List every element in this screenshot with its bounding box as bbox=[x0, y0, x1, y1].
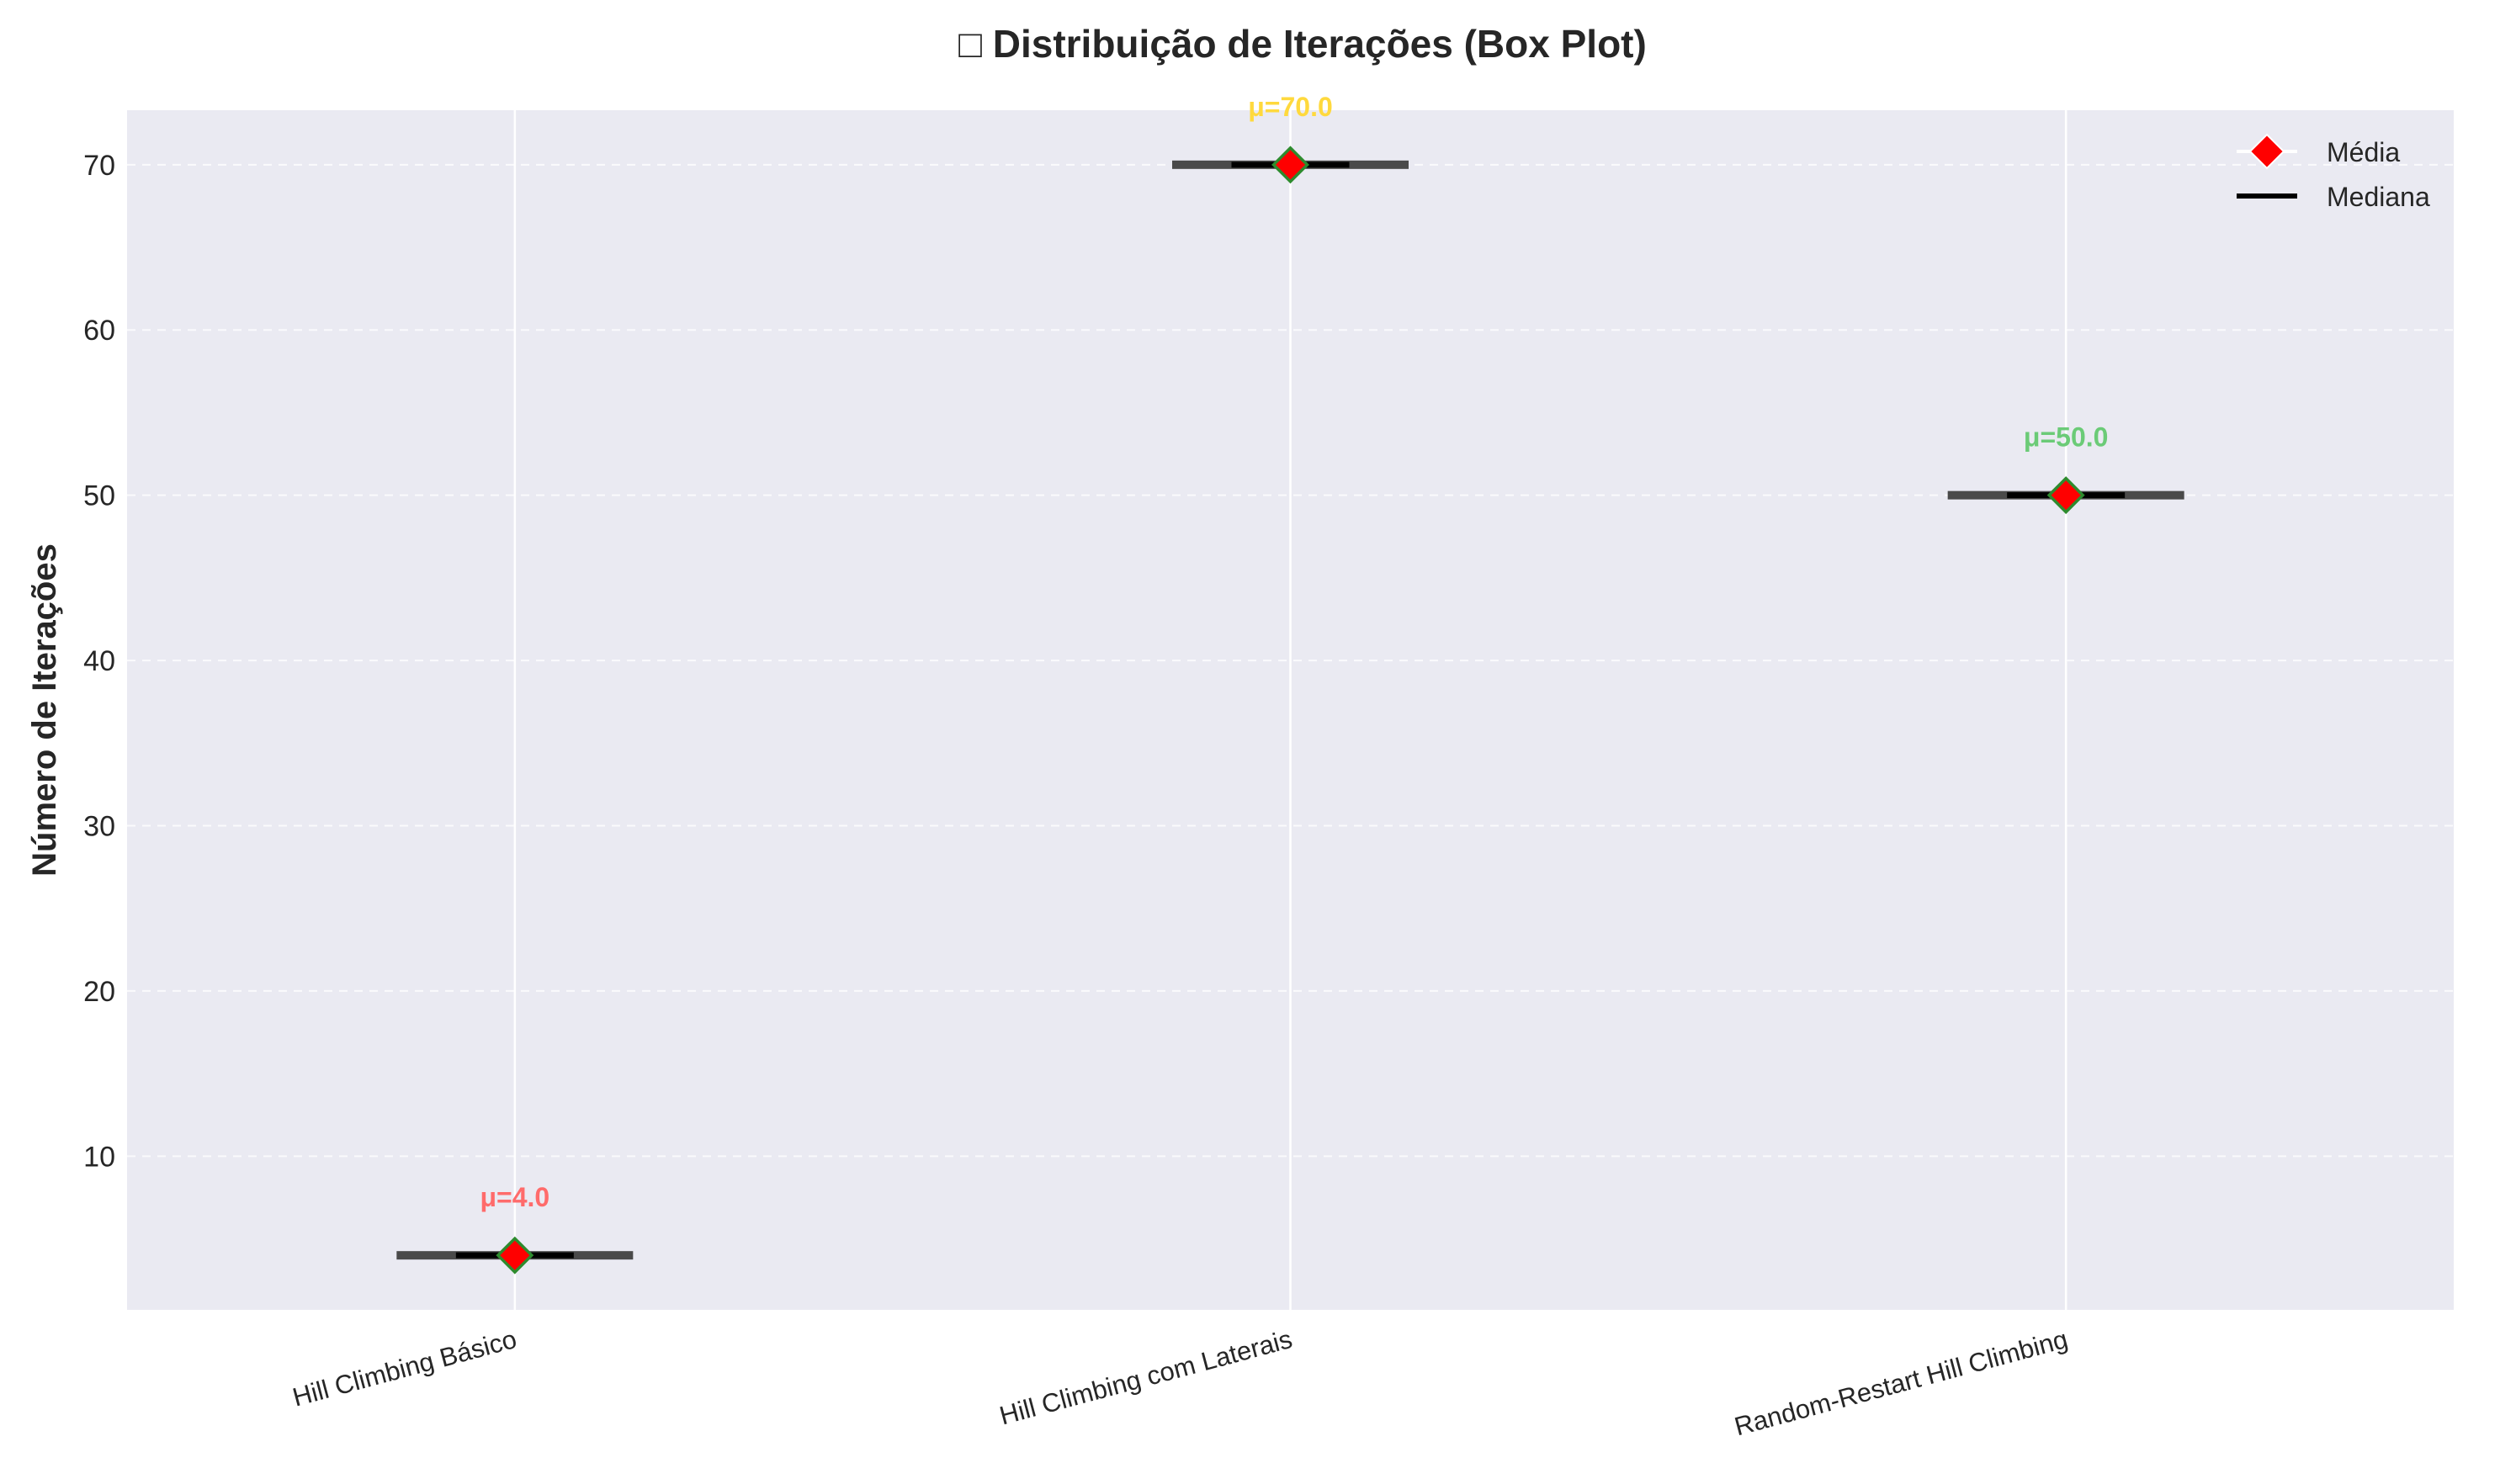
y-tick-label: 50 bbox=[83, 480, 115, 512]
y-axis-label: Número de Iterações bbox=[26, 543, 63, 877]
y-tick-label: 60 bbox=[83, 315, 115, 347]
y-tick-label: 30 bbox=[83, 810, 115, 842]
mean-annotations: μ=4.0 μ=70.0 μ=50.0 bbox=[480, 92, 2108, 1212]
y-tick-label: 40 bbox=[83, 645, 115, 677]
chart-title: □ Distribuição de Iterações (Box Plot) bbox=[958, 22, 1647, 66]
mean-diamond-marker bbox=[1271, 146, 1309, 184]
legend-item-mediana: Mediana bbox=[2237, 182, 2430, 212]
mean-diamond-marker bbox=[2046, 476, 2085, 515]
boxes bbox=[396, 146, 2184, 1275]
mean-annotation: μ=4.0 bbox=[480, 1182, 549, 1212]
grid bbox=[127, 110, 2454, 1310]
legend-media-diamond-icon bbox=[2248, 133, 2285, 170]
mean-annotation: μ=50.0 bbox=[2024, 422, 2109, 453]
legend-item-media: Média bbox=[2237, 133, 2400, 170]
y-axis-ticks: 10 20 30 40 50 60 70 bbox=[83, 150, 115, 1174]
y-tick-label: 10 bbox=[83, 1141, 115, 1173]
mean-diamond-marker bbox=[496, 1236, 534, 1275]
y-tick-label: 20 bbox=[83, 976, 115, 1008]
legend-label-media: Média bbox=[2327, 137, 2400, 167]
y-tick-label: 70 bbox=[83, 150, 115, 182]
legend: Média Mediana bbox=[2237, 133, 2430, 212]
legend-label-mediana: Mediana bbox=[2327, 182, 2430, 212]
mean-annotation: μ=70.0 bbox=[1248, 92, 1333, 122]
